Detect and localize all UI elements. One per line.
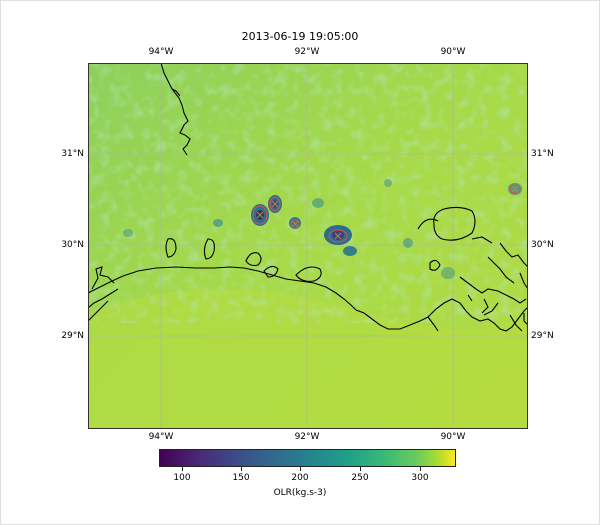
olr-texture bbox=[88, 63, 528, 323]
colorbar bbox=[159, 449, 456, 467]
colorbar-label-200: 200 bbox=[291, 473, 309, 483]
lon-label-top-92w: 92°W bbox=[294, 47, 320, 57]
lon-label-bottom-90w: 90°W bbox=[440, 432, 466, 442]
colorbar-label-250: 250 bbox=[351, 473, 369, 483]
lon-label-top-94w: 94°W bbox=[148, 47, 174, 57]
lat-label-left-31n: 31°N bbox=[61, 149, 84, 159]
colorbar-label-300: 300 bbox=[411, 473, 429, 483]
lon-label-bottom-92w: 92°W bbox=[294, 432, 320, 442]
cell-markers bbox=[256, 185, 519, 240]
lat-label-right-31n: 31°N bbox=[531, 149, 554, 159]
lon-label-bottom-94w: 94°W bbox=[148, 432, 174, 442]
map-border bbox=[88, 63, 528, 429]
lat-label-right-29n: 29°N bbox=[531, 331, 554, 341]
map-title: 2013-06-19 19:05:00 bbox=[241, 30, 359, 43]
colorbar-tick-200 bbox=[300, 467, 301, 471]
gridlines bbox=[88, 63, 528, 429]
colorbar-title: OLR(kg.s-3) bbox=[273, 488, 327, 498]
gulf-smooth-region bbox=[88, 289, 528, 429]
colorbar-label-100: 100 bbox=[173, 473, 191, 483]
storm-contours bbox=[252, 184, 521, 243]
olr-map bbox=[88, 63, 528, 429]
lon-label-top-90w: 90°W bbox=[440, 47, 466, 57]
lat-label-left-30n: 30°N bbox=[61, 240, 84, 250]
lat-label-right-30n: 30°N bbox=[531, 240, 554, 250]
colorbar-label-150: 150 bbox=[232, 473, 250, 483]
colorbar-tick-100 bbox=[182, 467, 183, 471]
colorbar-tick-150 bbox=[241, 467, 242, 471]
colorbar-tick-300 bbox=[420, 467, 421, 471]
colorbar-tick-250 bbox=[360, 467, 361, 471]
coastline bbox=[88, 63, 528, 332]
lat-label-left-29n: 29°N bbox=[61, 331, 84, 341]
